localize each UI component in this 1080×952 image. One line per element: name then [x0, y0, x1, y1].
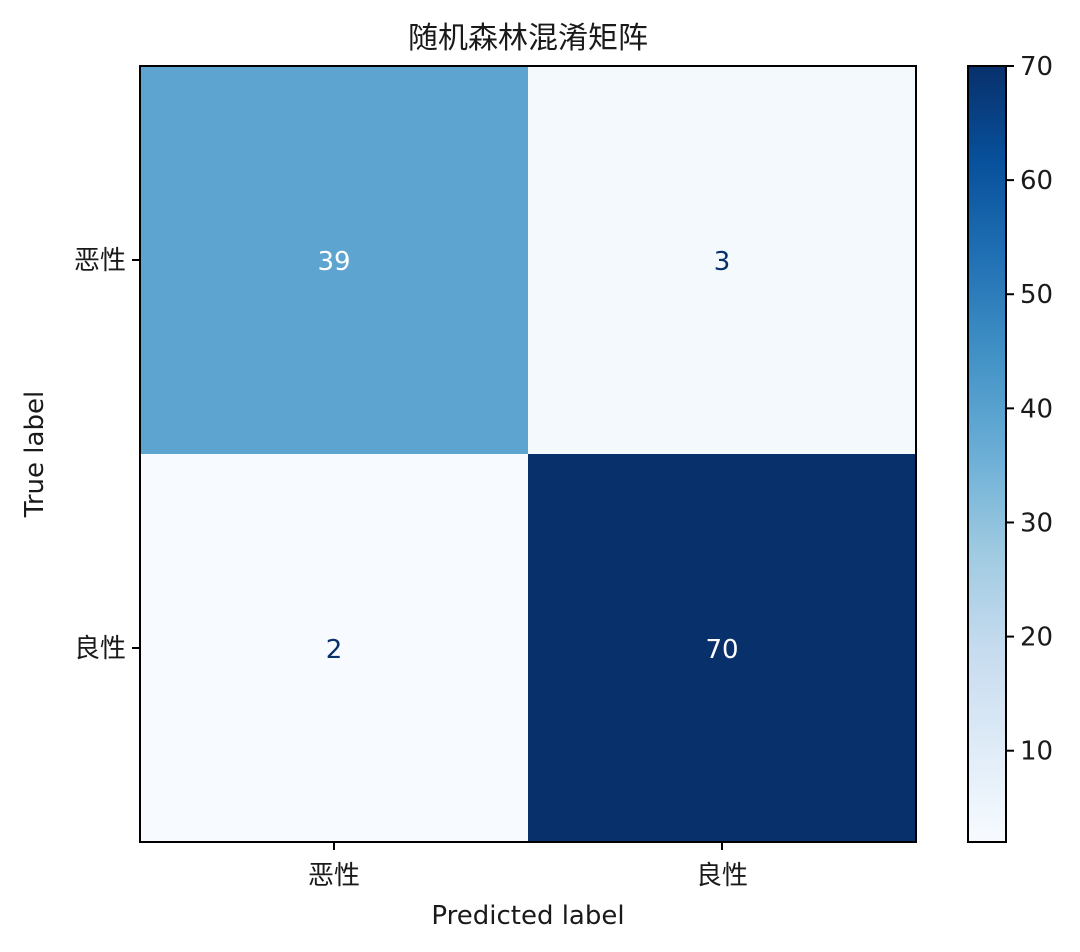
x-tick-label: 恶性 — [308, 861, 360, 891]
colorbar-tick-label: 10 — [1020, 737, 1053, 767]
matrix-cell — [140, 66, 528, 454]
cell-value-label: 2 — [326, 635, 343, 665]
y-axis-label: True label — [20, 391, 50, 518]
matrix-cell — [528, 454, 916, 842]
plot-frame — [139, 65, 917, 843]
x-axis-ticks: 恶性 良性 — [308, 842, 748, 891]
x-tick-label: 良性 — [696, 861, 748, 891]
y-tick-label: 良性 — [74, 634, 126, 664]
colorbar — [967, 65, 1007, 843]
x-axis-label: Predicted label — [431, 901, 624, 931]
matrix-cell — [140, 454, 528, 842]
cell-value-label: 70 — [705, 635, 738, 665]
matrix-cells: 39 3 2 70 — [140, 66, 916, 842]
colorbar-tick-label: 70 — [1020, 52, 1053, 82]
colorbar-tick-label: 40 — [1020, 394, 1053, 424]
colorbar-tick-label: 60 — [1020, 166, 1053, 196]
chart-title: 随机森林混淆矩阵 — [408, 21, 648, 56]
matrix-cell — [528, 66, 916, 454]
y-tick-label: 恶性 — [74, 246, 126, 276]
colorbar-tick-label: 20 — [1020, 623, 1053, 653]
cell-value-label: 39 — [317, 247, 350, 277]
colorbar-tick-label: 50 — [1020, 280, 1053, 310]
colorbar-ticks: 10 20 30 40 50 60 70 — [1006, 52, 1053, 767]
colorbar-tick-label: 30 — [1020, 508, 1053, 538]
cell-value-label: 3 — [714, 247, 731, 277]
